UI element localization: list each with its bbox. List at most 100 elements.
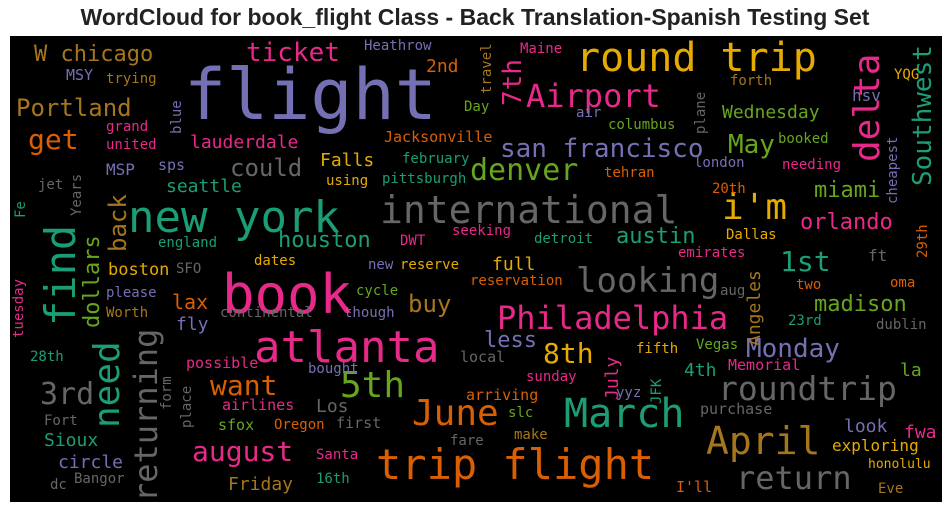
word-get: get: [28, 123, 79, 156]
word-sioux: Sioux: [44, 430, 99, 451]
word-wednesday: Wednesday: [722, 102, 820, 123]
word-june: June: [412, 393, 499, 434]
word-jfk: JFK: [649, 378, 665, 404]
word-first: first: [336, 414, 382, 432]
word-2nd: 2nd: [426, 56, 459, 77]
word-reserve: reserve: [400, 257, 460, 273]
word-airport: Airport: [526, 77, 661, 115]
word-dublin: dublin: [876, 317, 927, 333]
word-slc: slc: [508, 405, 534, 421]
word-exploring: exploring: [832, 436, 919, 455]
word-two: two: [796, 277, 822, 293]
word-form: form: [159, 376, 175, 410]
word-friday: Friday: [228, 474, 294, 495]
word-new: new: [368, 257, 394, 273]
word-jet: jet: [38, 177, 64, 193]
word-august: august: [192, 435, 294, 468]
word-w-chicago: W chicago: [34, 42, 154, 67]
word-book: book: [222, 263, 353, 326]
word-sfox: sfox: [218, 416, 255, 434]
word-international: international: [380, 188, 678, 232]
word-orlando: orlando: [800, 210, 893, 235]
word-los: Los: [316, 396, 349, 417]
word-santa: Santa: [316, 447, 359, 463]
word-emirates: emirates: [678, 245, 746, 261]
word-fly: fly: [176, 314, 209, 335]
word-denver: denver: [470, 153, 579, 188]
word-using: using: [326, 173, 369, 189]
word-needing: needing: [782, 157, 842, 173]
word-arriving: arriving: [466, 386, 539, 404]
word-worth: Worth: [106, 305, 149, 321]
word-day: Day: [464, 99, 490, 115]
word-detroit: detroit: [534, 231, 594, 247]
word-returning: returning: [127, 328, 165, 502]
word-dc: dc: [50, 477, 67, 493]
word-england: england: [158, 235, 218, 251]
word-honolulu: honolulu: [868, 457, 931, 472]
word-1st: 1st: [780, 245, 831, 278]
word-may: May: [728, 130, 775, 160]
word-could: could: [230, 154, 303, 182]
chart-title: WordCloud for book_flight Class - Back T…: [80, 4, 870, 30]
word-sfo: SFO: [176, 261, 202, 277]
word-lax: lax: [172, 290, 209, 314]
word-23rd: 23rd: [788, 313, 822, 329]
word-continental: continental: [220, 305, 313, 321]
word-16th: 16th: [316, 471, 350, 487]
word-london: london: [694, 155, 745, 171]
word-dollars: dollars: [80, 235, 105, 328]
word-airlines: airlines: [222, 396, 295, 414]
word-less: less: [484, 328, 537, 353]
word-jacksonville: Jacksonville: [384, 128, 493, 146]
word-plane: plane: [693, 91, 709, 134]
word-new-york: new york: [128, 192, 340, 243]
word-delta: delta: [847, 53, 888, 162]
word-7th: 7th: [498, 59, 528, 106]
word-sunday: sunday: [526, 369, 577, 385]
word-philadelphia: Philadelphia: [497, 299, 729, 337]
word-april: April: [706, 419, 821, 463]
word-5th: 5th: [340, 365, 406, 406]
word-madison: madison: [814, 292, 907, 317]
word-fort: Fort: [44, 413, 78, 429]
word-msy: MSY: [66, 66, 94, 84]
word-houston: houston: [278, 228, 371, 253]
word-20th: 20th: [712, 181, 746, 197]
word-place: place: [179, 385, 195, 428]
word-look: look: [844, 416, 888, 437]
word-reservation: reservation: [470, 273, 563, 289]
word-fe: Fe: [13, 201, 29, 218]
word-need: need: [87, 341, 128, 428]
word-seeking: seeking: [452, 223, 512, 239]
word-dwt: DWT: [400, 233, 426, 249]
word-heathrow: Heathrow: [364, 38, 432, 54]
word-blue: blue: [169, 100, 185, 134]
word-back: back: [104, 194, 132, 252]
word-miami: miami: [814, 178, 881, 203]
word-hsv: hsv: [852, 86, 881, 105]
word-san-francisco: san francisco: [500, 134, 704, 164]
word-forth: forth: [730, 73, 773, 89]
word-yyz: yyz: [616, 385, 642, 401]
word-oma: oma: [890, 275, 916, 291]
word-memorial: Memorial: [728, 356, 801, 374]
word-atlanta: atlanta: [254, 322, 440, 373]
word-cloud: flight round trip book new york internat…: [10, 36, 942, 502]
word-boston: boston: [108, 260, 170, 280]
word-austin: austin: [616, 224, 696, 249]
word-united: united: [106, 137, 157, 153]
word-looking: looking: [576, 261, 720, 301]
word-la: la: [900, 360, 922, 381]
word-sps: sps: [158, 156, 186, 174]
word-find: find: [36, 224, 85, 326]
word-oregon: Oregon: [274, 417, 325, 433]
word-trying: trying: [106, 71, 157, 87]
word-aug: aug: [720, 283, 746, 299]
word-round-trip: round trip: [576, 36, 817, 81]
word-please: please: [106, 285, 157, 301]
word-portland: Portland: [16, 94, 132, 122]
word-ticket: ticket: [246, 38, 340, 68]
word-vegas: Vegas: [696, 337, 739, 353]
word-make: make: [514, 427, 548, 443]
